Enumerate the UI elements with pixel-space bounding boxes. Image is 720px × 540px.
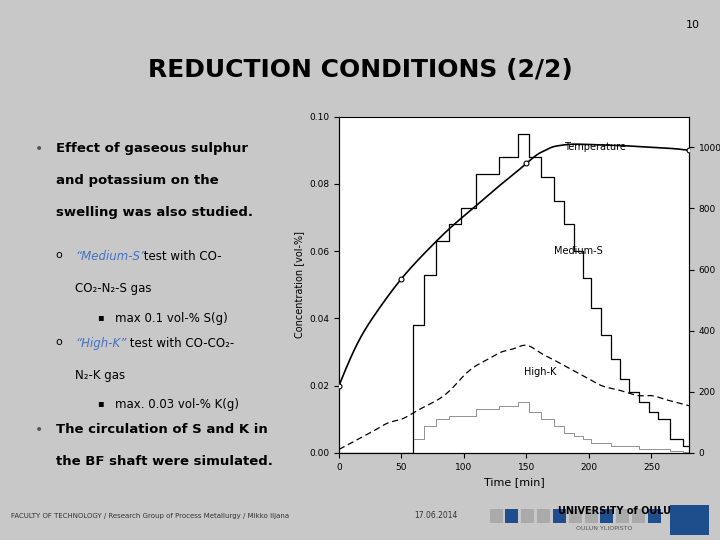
Text: test with CO-: test with CO- — [140, 250, 221, 263]
Bar — [670, 504, 709, 535]
Text: o: o — [55, 250, 63, 260]
Bar — [616, 509, 629, 523]
Text: REDUCTION CONDITIONS (2/2): REDUCTION CONDITIONS (2/2) — [148, 57, 572, 82]
Text: “Medium-S”: “Medium-S” — [75, 250, 146, 263]
Text: 17.06.2014: 17.06.2014 — [414, 511, 457, 520]
Text: N₂-K gas: N₂-K gas — [75, 369, 125, 382]
Text: Temperature: Temperature — [564, 142, 626, 152]
Text: High-K: High-K — [524, 367, 557, 377]
Text: UNIVERSITY of OULU: UNIVERSITY of OULU — [558, 506, 671, 516]
Bar — [521, 509, 534, 523]
Bar — [632, 509, 645, 523]
Text: Effect of gaseous sulphur: Effect of gaseous sulphur — [55, 141, 248, 154]
Bar — [600, 509, 613, 523]
Y-axis label: Concentration [vol-%]: Concentration [vol-%] — [294, 231, 304, 338]
Text: and potassium on the: and potassium on the — [55, 174, 218, 187]
Bar — [490, 509, 503, 523]
Bar — [569, 509, 582, 523]
Text: the BF shaft were simulated.: the BF shaft were simulated. — [55, 455, 272, 468]
Bar — [585, 509, 598, 523]
Text: o: o — [55, 336, 63, 347]
Text: CO₂-N₂-S gas: CO₂-N₂-S gas — [75, 282, 152, 295]
Text: FACULTY OF TECHNOLOGY / Research Group of Process Metallurgy / Mikko Iljana: FACULTY OF TECHNOLOGY / Research Group o… — [11, 512, 289, 519]
Text: Medium-S: Medium-S — [554, 246, 603, 256]
Text: OULUN YLIOPISTO: OULUN YLIOPISTO — [576, 526, 632, 531]
Bar — [648, 509, 661, 523]
Text: max. 0.03 vol-% K(g): max. 0.03 vol-% K(g) — [115, 399, 239, 411]
Text: The circulation of S and K in: The circulation of S and K in — [55, 423, 267, 436]
Text: ▪: ▪ — [97, 399, 104, 408]
X-axis label: Time [min]: Time [min] — [484, 477, 544, 487]
Text: “High-K”: “High-K” — [75, 336, 127, 350]
Text: 10: 10 — [685, 21, 699, 30]
Text: max 0.1 vol-% S(g): max 0.1 vol-% S(g) — [115, 312, 228, 325]
Bar — [537, 509, 550, 523]
Bar — [553, 509, 566, 523]
Text: •: • — [35, 141, 42, 156]
Text: swelling was also studied.: swelling was also studied. — [55, 206, 253, 219]
Bar — [505, 509, 518, 523]
Text: test with CO-CO₂-: test with CO-CO₂- — [125, 336, 234, 350]
Text: ▪: ▪ — [97, 312, 104, 322]
Text: •: • — [35, 423, 42, 437]
